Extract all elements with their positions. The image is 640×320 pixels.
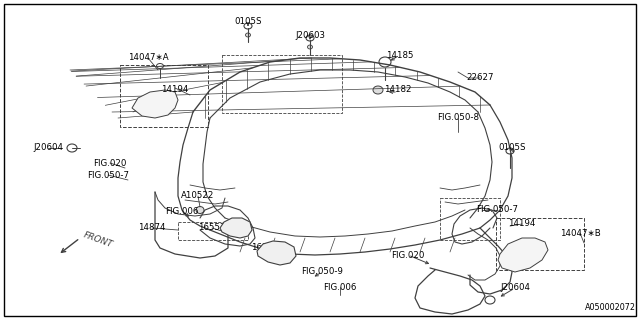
Ellipse shape — [307, 45, 312, 49]
Text: FIG.050-7: FIG.050-7 — [87, 172, 129, 180]
Text: FIG.020: FIG.020 — [391, 251, 425, 260]
Text: J20603: J20603 — [295, 30, 325, 39]
Bar — [120, 65, 208, 127]
Text: FIG.050-7: FIG.050-7 — [476, 205, 518, 214]
Ellipse shape — [244, 23, 252, 29]
Text: 16557: 16557 — [198, 223, 226, 233]
Text: FIG.006: FIG.006 — [165, 206, 198, 215]
Polygon shape — [257, 241, 296, 265]
Text: A10522: A10522 — [181, 191, 214, 201]
Text: 16131: 16131 — [252, 244, 279, 252]
Text: FIG.006: FIG.006 — [323, 283, 356, 292]
Text: 0105S: 0105S — [234, 18, 262, 27]
Text: 14194: 14194 — [161, 85, 189, 94]
Text: 14047∗A: 14047∗A — [128, 53, 168, 62]
Ellipse shape — [373, 86, 383, 94]
Ellipse shape — [67, 144, 77, 152]
Text: FRONT: FRONT — [82, 230, 114, 250]
Ellipse shape — [157, 63, 163, 68]
Text: 14194: 14194 — [508, 220, 536, 228]
Bar — [496, 218, 584, 270]
Text: J20604: J20604 — [500, 284, 530, 292]
Text: 14047∗B: 14047∗B — [559, 228, 600, 237]
Bar — [440, 198, 500, 240]
Ellipse shape — [196, 206, 204, 213]
Text: J20604: J20604 — [33, 143, 63, 153]
Ellipse shape — [485, 296, 495, 304]
Text: 14874: 14874 — [138, 223, 166, 233]
Ellipse shape — [506, 148, 514, 154]
Text: 22627: 22627 — [467, 74, 493, 83]
Polygon shape — [498, 238, 548, 272]
Text: A050002072: A050002072 — [584, 303, 636, 313]
Bar — [222, 55, 342, 113]
Ellipse shape — [268, 246, 286, 262]
Text: FIG.050-8: FIG.050-8 — [437, 114, 479, 123]
Polygon shape — [220, 218, 252, 238]
Text: 0105S: 0105S — [499, 143, 525, 153]
Text: 14182: 14182 — [384, 85, 412, 94]
Text: FIG.050-9: FIG.050-9 — [301, 268, 343, 276]
Ellipse shape — [246, 33, 250, 37]
Polygon shape — [132, 90, 178, 118]
Text: 14185: 14185 — [387, 51, 413, 60]
Text: FIG.020: FIG.020 — [93, 158, 127, 167]
Bar — [178, 222, 248, 240]
Ellipse shape — [306, 35, 314, 41]
Ellipse shape — [379, 57, 391, 67]
